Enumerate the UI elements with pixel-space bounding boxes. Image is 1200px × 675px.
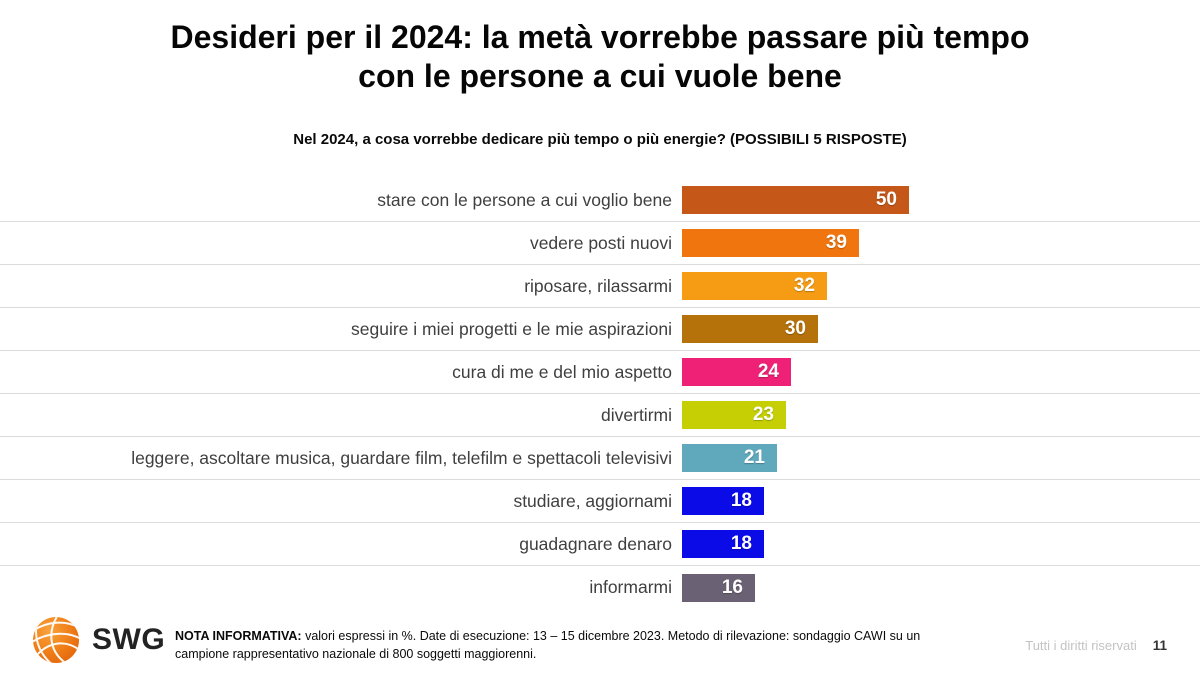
bar-area: 16: [672, 573, 1200, 602]
bar: 23: [682, 401, 786, 429]
swg-logo: SWG: [30, 614, 165, 666]
bar-area: 23: [672, 401, 1200, 429]
methodology-note: NOTA INFORMATIVA: valori espressi in %. …: [175, 627, 957, 663]
category-label: informarmi: [589, 577, 672, 597]
category-label: vedere posti nuovi: [529, 232, 672, 253]
bar: 39: [682, 229, 859, 257]
bar-area: 24: [672, 358, 1200, 386]
chart-row: divertirmi 23: [0, 394, 1200, 437]
chart-row: guadagnare denaro 18: [0, 523, 1200, 566]
chart-row: seguire i miei progetti e le mie aspiraz…: [0, 308, 1200, 351]
chart-row: studiare, aggiornami 18: [0, 480, 1200, 523]
chart-row: riposare, rilassarmi 32: [0, 265, 1200, 308]
page-number: 11: [1152, 638, 1167, 653]
bar: 32: [682, 272, 827, 300]
bar: 30: [682, 315, 818, 343]
bar-area: 30: [672, 315, 1200, 343]
chart-row: vedere posti nuovi 39: [0, 222, 1200, 265]
chart-row: cura di me e del mio aspetto 24: [0, 351, 1200, 394]
note-text: valori espressi in %. Date di esecuzione…: [175, 629, 921, 662]
bar-area: 32: [672, 272, 1200, 300]
bar-area: 18: [672, 530, 1200, 558]
bar-value: 32: [793, 275, 815, 296]
bar-value: 18: [730, 490, 752, 511]
bar-area: 39: [672, 229, 1200, 257]
chart-row: informarmi 16: [0, 566, 1200, 609]
category-label: stare con le persone a cui voglio bene: [377, 189, 672, 210]
bar-chart: stare con le persone a cui voglio bene 5…: [0, 179, 1200, 609]
bar-value: 24: [757, 361, 779, 382]
bar-area: 18: [672, 487, 1200, 515]
slide-title: Desideri per il 2024: la metà vorrebbe p…: [170, 19, 1030, 95]
footer-right: Tutti i diritti riservati 11: [1025, 638, 1167, 653]
swg-globe-icon: [33, 617, 79, 663]
bar-value: 23: [752, 404, 774, 425]
category-label: riposare, rilassarmi: [524, 275, 672, 296]
bar: 24: [682, 358, 791, 386]
category-label: cura di me e del mio aspetto: [452, 361, 672, 382]
bar-value: 18: [730, 533, 752, 554]
bar-value: 30: [784, 318, 806, 339]
bar: 21: [682, 444, 777, 472]
bar-value: 21: [743, 447, 765, 468]
bar: 18: [682, 487, 764, 515]
bar: 50: [682, 186, 909, 214]
swg-logo-text: SWG: [92, 623, 166, 656]
bar-area: 21: [672, 444, 1200, 472]
rights-text: Tutti i diritti riservati: [1025, 638, 1137, 653]
chart-rows: stare con le persone a cui voglio bene 5…: [0, 179, 1200, 609]
bar-value: 39: [825, 232, 847, 253]
category-label: studiare, aggiornami: [513, 490, 672, 511]
bar-area: 50: [672, 186, 1200, 214]
bar: 18: [682, 530, 764, 558]
category-label: divertirmi: [601, 404, 672, 425]
chart-row: stare con le persone a cui voglio bene 5…: [0, 179, 1200, 222]
bar: 16: [682, 573, 755, 602]
note-label: NOTA INFORMATIVA:: [175, 629, 302, 643]
bar-value: 16: [721, 576, 743, 598]
bar-value: 50: [875, 189, 897, 210]
category-label: seguire i miei progetti e le mie aspiraz…: [351, 318, 672, 339]
chart-question: Nel 2024, a cosa vorrebbe dedicare più t…: [293, 131, 907, 148]
category-label: leggere, ascoltare musica, guardare film…: [131, 447, 672, 468]
chart-row: leggere, ascoltare musica, guardare film…: [0, 437, 1200, 480]
category-label: guadagnare denaro: [519, 533, 672, 554]
